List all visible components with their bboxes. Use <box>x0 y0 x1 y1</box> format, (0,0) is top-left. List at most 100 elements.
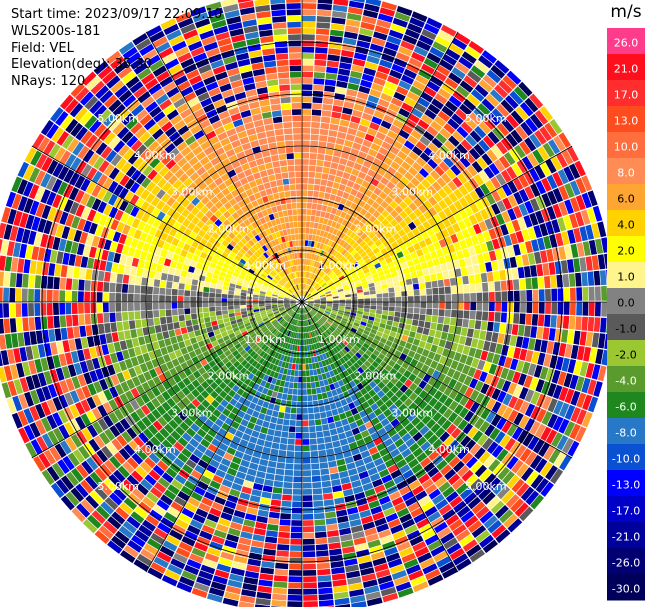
velocity-gate <box>295 307 299 312</box>
velocity-gate <box>195 508 209 518</box>
velocity-gate <box>38 452 51 469</box>
velocity-gate <box>445 100 458 113</box>
velocity-gate <box>557 302 564 315</box>
velocity-gate <box>345 299 352 302</box>
velocity-gate <box>420 441 431 452</box>
velocity-gate <box>241 311 248 315</box>
velocity-gate <box>422 268 430 276</box>
velocity-gate <box>369 286 376 291</box>
velocity-gate <box>252 410 260 418</box>
velocity-gate <box>216 361 225 369</box>
velocity-gate <box>345 335 352 341</box>
velocity-gate <box>532 289 539 301</box>
velocity-gate <box>315 261 320 268</box>
velocity-gate <box>554 261 562 275</box>
velocity-gate <box>181 396 191 406</box>
velocity-gate <box>387 130 398 140</box>
velocity-gate <box>332 276 338 282</box>
velocity-gate <box>365 591 381 601</box>
velocity-gate <box>537 276 545 289</box>
velocity-gate <box>358 396 367 404</box>
velocity-gate <box>488 250 497 261</box>
velocity-gate <box>380 120 392 130</box>
velocity-gate <box>183 417 194 427</box>
velocity-gate <box>320 281 326 287</box>
velocity-gate <box>190 491 203 502</box>
velocity-gate <box>257 464 267 473</box>
velocity-gate <box>411 51 426 63</box>
velocity-gate <box>460 139 473 151</box>
velocity-gate <box>527 252 536 265</box>
velocity-gate <box>260 343 267 350</box>
velocity-gate <box>367 279 374 284</box>
velocity-gate <box>210 381 219 390</box>
velocity-gate <box>334 329 341 335</box>
velocity-gate <box>557 169 569 185</box>
velocity-gate <box>499 509 514 524</box>
velocity-gate <box>515 125 528 140</box>
velocity-gate <box>70 350 79 364</box>
velocity-gate <box>401 262 409 269</box>
velocity-gate <box>311 317 316 323</box>
velocity-gate <box>69 390 80 404</box>
velocity-gate <box>184 564 200 576</box>
velocity-gate <box>267 376 273 383</box>
velocity-gate <box>196 443 207 454</box>
velocity-gate <box>407 307 414 314</box>
velocity-gate <box>128 311 135 321</box>
velocity-gate <box>204 552 220 563</box>
velocity-gate <box>324 276 330 281</box>
velocity-gate <box>532 149 545 164</box>
velocity-gate <box>524 186 535 200</box>
velocity-gate <box>303 333 306 339</box>
velocity-gate <box>588 286 595 301</box>
velocity-gate <box>430 516 445 528</box>
velocity-gate <box>302 53 314 59</box>
velocity-gate <box>135 197 145 209</box>
velocity-gate <box>41 469 55 485</box>
velocity-gate <box>365 339 372 346</box>
velocity-gate <box>476 292 483 302</box>
velocity-gate <box>262 387 269 395</box>
velocity-gate <box>405 318 413 325</box>
velocity-gate <box>274 352 280 359</box>
velocity-gate <box>216 349 224 356</box>
velocity-gate <box>85 268 93 280</box>
velocity-gate <box>307 303 314 306</box>
velocity-gate <box>591 223 601 239</box>
velocity-gate <box>485 411 496 424</box>
velocity-gate <box>36 436 48 452</box>
velocity-gate <box>208 236 216 245</box>
velocity-gate <box>498 79 513 94</box>
velocity-gate <box>369 243 377 251</box>
velocity-gate <box>440 464 452 476</box>
velocity-gate <box>200 438 211 448</box>
velocity-gate <box>116 434 128 447</box>
velocity-gate <box>114 530 130 544</box>
velocity-gate <box>181 432 192 443</box>
velocity-gate <box>298 370 302 377</box>
velocity-gate <box>311 280 316 287</box>
velocity-gate <box>313 315 319 321</box>
velocity-gate <box>259 297 265 300</box>
velocity-gate <box>177 296 184 302</box>
velocity-gate <box>435 132 447 144</box>
velocity-gate <box>256 317 263 323</box>
velocity-gate <box>302 140 310 147</box>
velocity-gate <box>230 279 237 285</box>
velocity-gate <box>302 464 311 470</box>
velocity-gate <box>413 512 427 524</box>
velocity-gate <box>563 215 573 230</box>
velocity-gate <box>351 168 360 177</box>
velocity-gate <box>486 398 496 411</box>
velocity-gate <box>279 309 286 313</box>
velocity-gate <box>299 314 301 320</box>
velocity-gate <box>469 190 480 202</box>
velocity-gate <box>539 223 549 237</box>
velocity-gate <box>181 386 191 396</box>
velocity-gate <box>405 278 413 285</box>
velocity-gate <box>374 517 387 527</box>
velocity-gate <box>592 205 603 222</box>
velocity-gate <box>57 409 69 424</box>
velocity-gate <box>271 336 277 342</box>
